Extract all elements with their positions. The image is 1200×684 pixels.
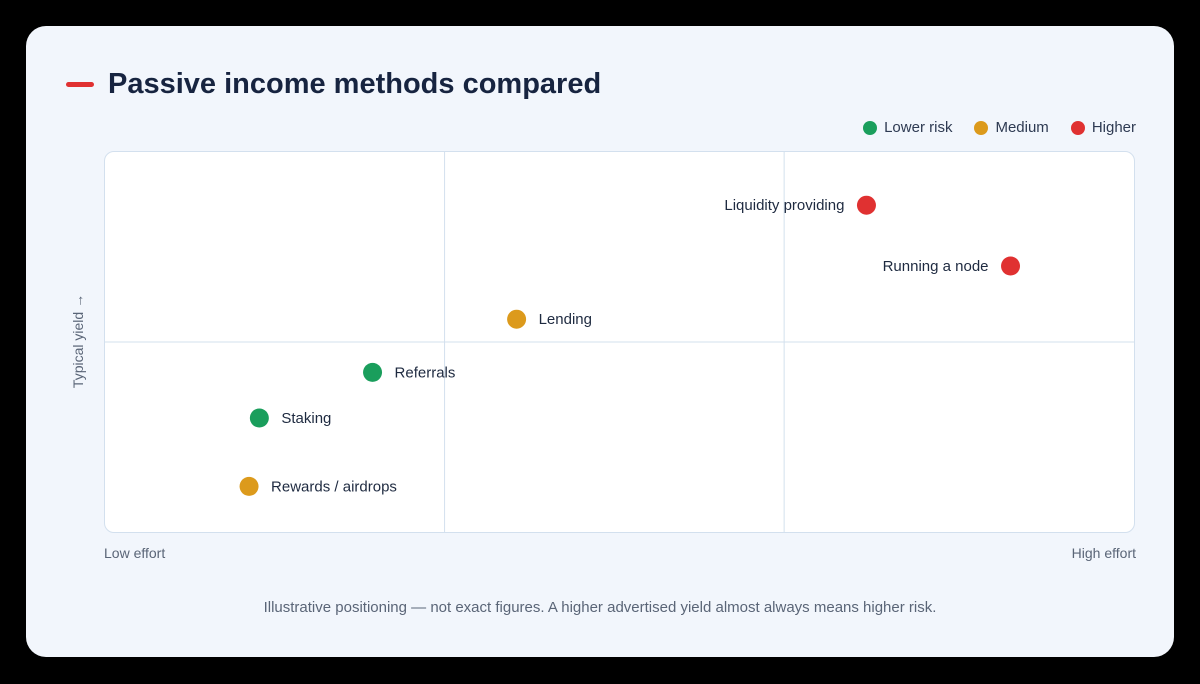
point-label-staking: Staking xyxy=(281,410,331,427)
point-lending xyxy=(507,309,527,329)
point-liquidity-providing xyxy=(856,195,876,215)
title-accent-bar xyxy=(66,81,94,87)
legend-item-higher: Higher xyxy=(1070,119,1136,136)
title-row: Passive income methods compared xyxy=(66,66,601,102)
legend-label-medium: Medium xyxy=(995,119,1049,136)
chart-title: Passive income methods compared xyxy=(108,67,602,100)
legend-item-medium: Medium xyxy=(974,119,1049,136)
x-axis-high-label: High effort xyxy=(1071,545,1136,561)
chart-card: Passive income methods compared Lower ri… xyxy=(26,26,1174,657)
legend-label-lower-risk: Lower risk xyxy=(884,119,953,136)
legend-label-higher: Higher xyxy=(1091,119,1136,136)
legend-dot-lower-risk xyxy=(863,120,878,135)
point-label-running-a-node: Running a node xyxy=(883,258,989,275)
point-label-referrals: Referrals xyxy=(395,364,456,381)
legend-item-lower-risk: Lower risk xyxy=(863,119,952,136)
point-label-lending: Lending xyxy=(539,311,592,328)
point-rewards-airdrops xyxy=(239,476,259,496)
footnote: Illustrative positioning — not exact fig… xyxy=(263,599,937,616)
legend-dot-higher xyxy=(1070,120,1085,135)
point-referrals xyxy=(363,362,383,382)
legend: Lower risk Medium Higher xyxy=(841,119,1136,136)
point-running-a-node xyxy=(1001,256,1021,276)
legend-dot-medium xyxy=(974,120,989,135)
scatter-plot: Liquidity providing Running a node Lending… xyxy=(105,152,1134,532)
point-label-rewards-airdrops: Rewards / airdrops xyxy=(271,478,397,495)
y-axis-label: Typical yield → xyxy=(70,293,86,389)
plot-area: Liquidity providing Running a node Lending… xyxy=(104,151,1135,533)
point-label-liquidity-providing: Liquidity providing xyxy=(724,197,844,214)
point-staking xyxy=(249,408,269,428)
x-axis-low-label: Low effort xyxy=(104,545,166,561)
